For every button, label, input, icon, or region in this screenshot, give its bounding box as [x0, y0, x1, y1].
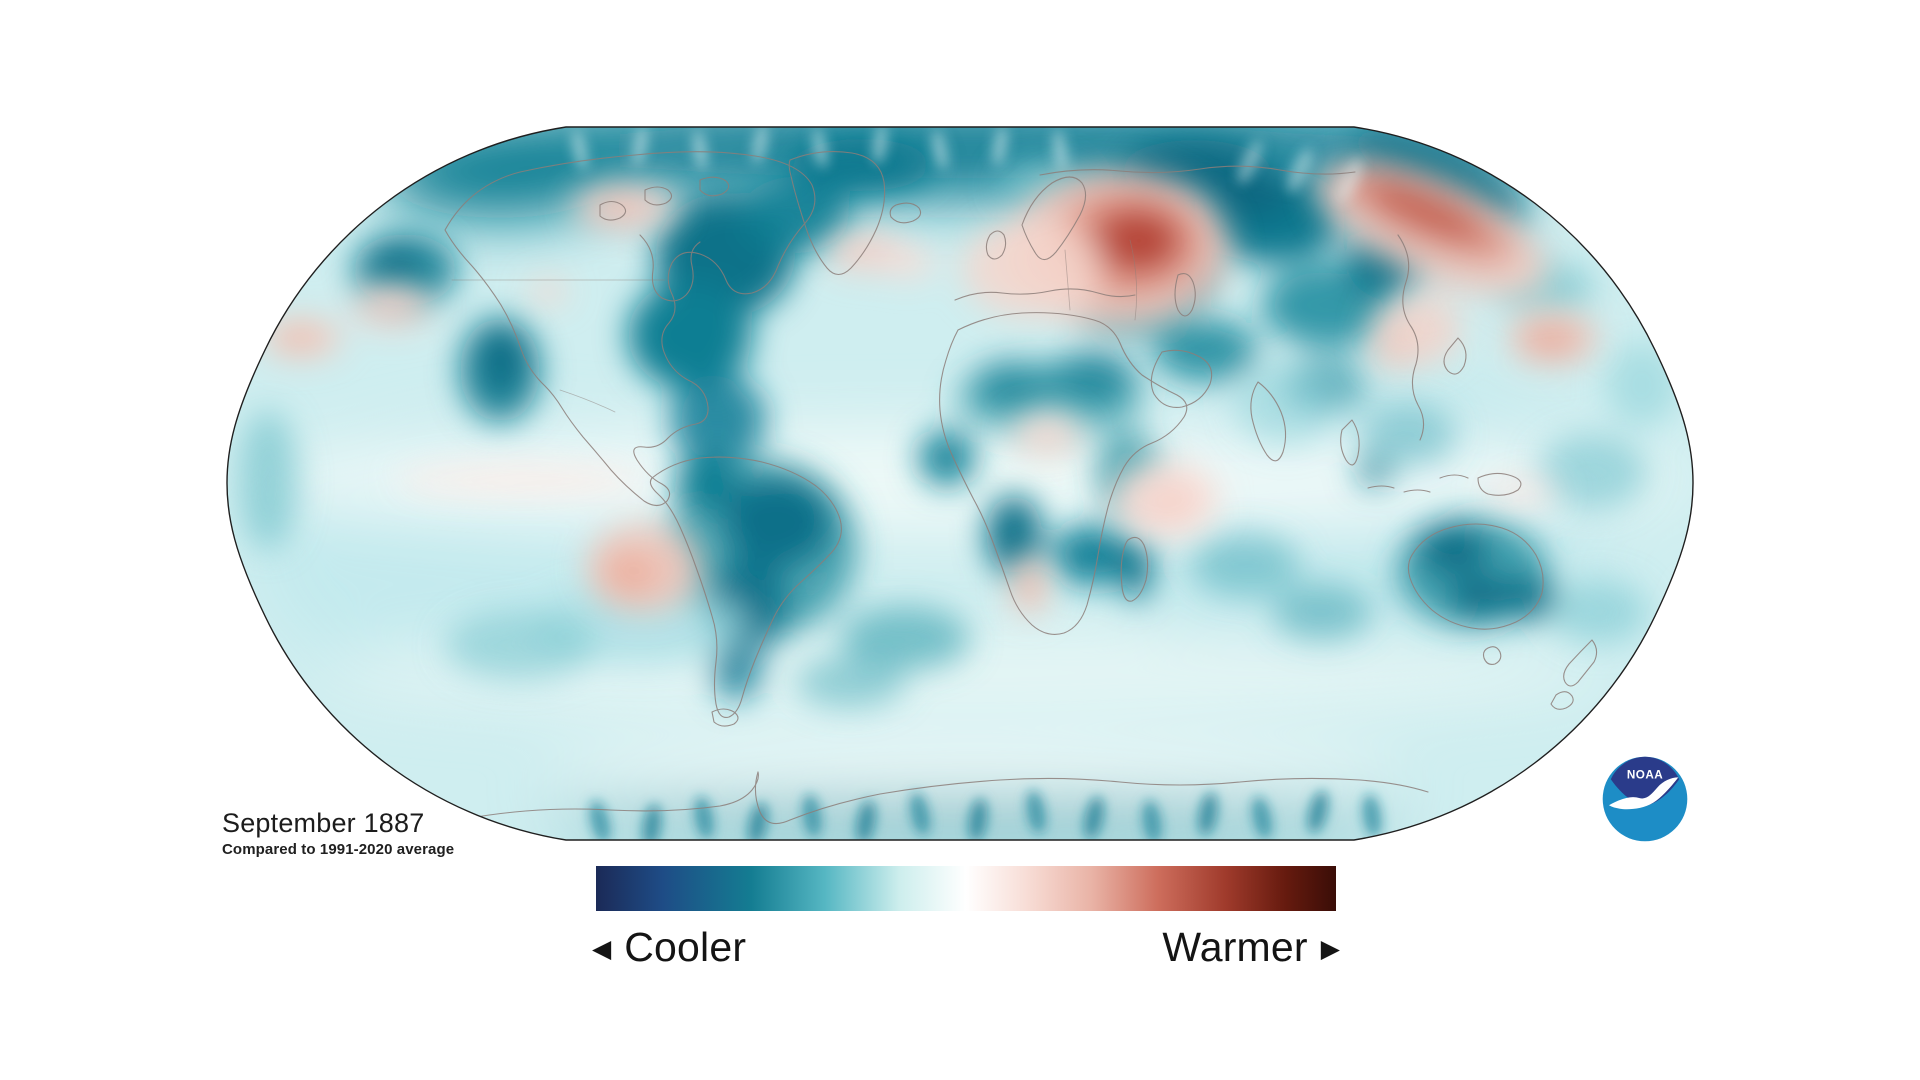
caption-block: September 1887 Compared to 1991-2020 ave…: [222, 808, 454, 858]
noaa-logo: NOAA: [1602, 756, 1688, 842]
right-arrow-icon: ▶: [1320, 935, 1340, 963]
map-fill-layers: [227, 127, 1693, 840]
map-outline: [226, 126, 1694, 841]
colorbar-svg: [596, 866, 1336, 911]
colorbar: [596, 866, 1336, 911]
left-arrow-icon: ◀: [592, 935, 612, 963]
noaa-logo-text: NOAA: [1627, 768, 1663, 781]
map-title: September 1887: [222, 808, 425, 838]
warmer-group: Warmer ▶: [1162, 924, 1340, 971]
legend-labels: ◀ Cooler Warmer ▶: [592, 920, 1340, 974]
cooler-group: ◀ Cooler: [592, 924, 746, 971]
seagull-icon: [1609, 777, 1679, 810]
colorbar-gradient-strip: [596, 866, 1336, 911]
coastlines: [444, 151, 1598, 825]
warmer-label: Warmer: [1162, 923, 1308, 970]
polar-streaks: [571, 127, 1382, 840]
cooler-label: Cooler: [624, 923, 747, 970]
map-subtitle: Compared to 1991-2020 average: [222, 841, 455, 859]
